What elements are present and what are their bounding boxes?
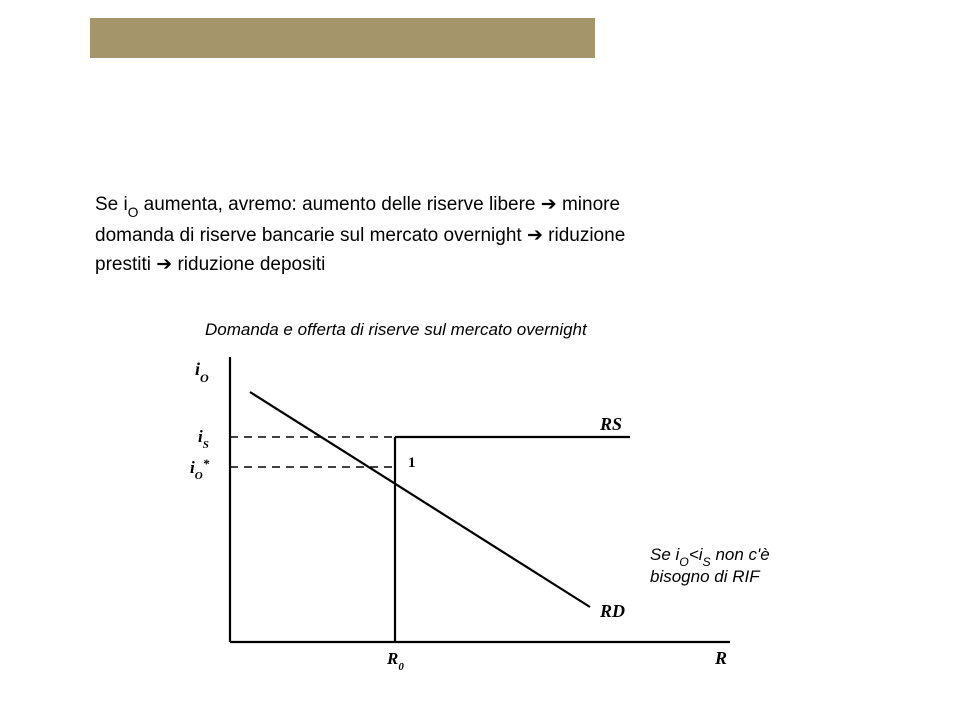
paragraph: Se iO aumenta, avremo: aumento delle ris… [95, 190, 864, 280]
body-text: Se iO aumenta, avremo: aumento delle ris… [95, 190, 864, 280]
supply-demand-chart: 1 RS RD iO iS iO* R0 R [170, 342, 770, 682]
svg-text:RD: RD [599, 601, 625, 621]
t-line2a: domanda di riserve bancarie sul mercato … [95, 225, 527, 246]
arrow-icon: ➔ [541, 194, 557, 215]
svg-text:1: 1 [408, 455, 416, 471]
t-line3b: riduzione depositi [172, 254, 325, 275]
svg-text:R0: R0 [386, 649, 404, 673]
figure-title: Domanda e offerta di riserve sul mercato… [205, 320, 810, 340]
t-line1b: aumenta, avremo: aumento delle riserve l… [138, 194, 540, 215]
figure-container: Domanda e offerta di riserve sul mercato… [170, 320, 810, 680]
sn-sub2: S [703, 555, 711, 569]
t-line1c: minore [557, 194, 620, 215]
svg-text:R: R [714, 648, 727, 668]
sn-a: Se i [650, 545, 679, 564]
arrow-icon: ➔ [527, 225, 543, 246]
t-line2b: riduzione [543, 225, 625, 246]
svg-text:iS: iS [198, 427, 209, 451]
svg-text:RS: RS [599, 414, 622, 434]
header-accent-bar [90, 18, 595, 58]
sn-sub1: O [679, 555, 689, 569]
sn-b: <i [689, 545, 703, 564]
svg-text:iO*: iO* [190, 456, 210, 482]
side-note: Se iO<iS non c'è bisogno di RIF [650, 545, 810, 587]
arrow-icon: ➔ [156, 254, 172, 275]
svg-text:iO: iO [195, 359, 209, 385]
t-line1a: Se i [95, 194, 128, 215]
t-line3a: prestiti [95, 254, 156, 275]
t-line1-sub: O [128, 205, 139, 220]
